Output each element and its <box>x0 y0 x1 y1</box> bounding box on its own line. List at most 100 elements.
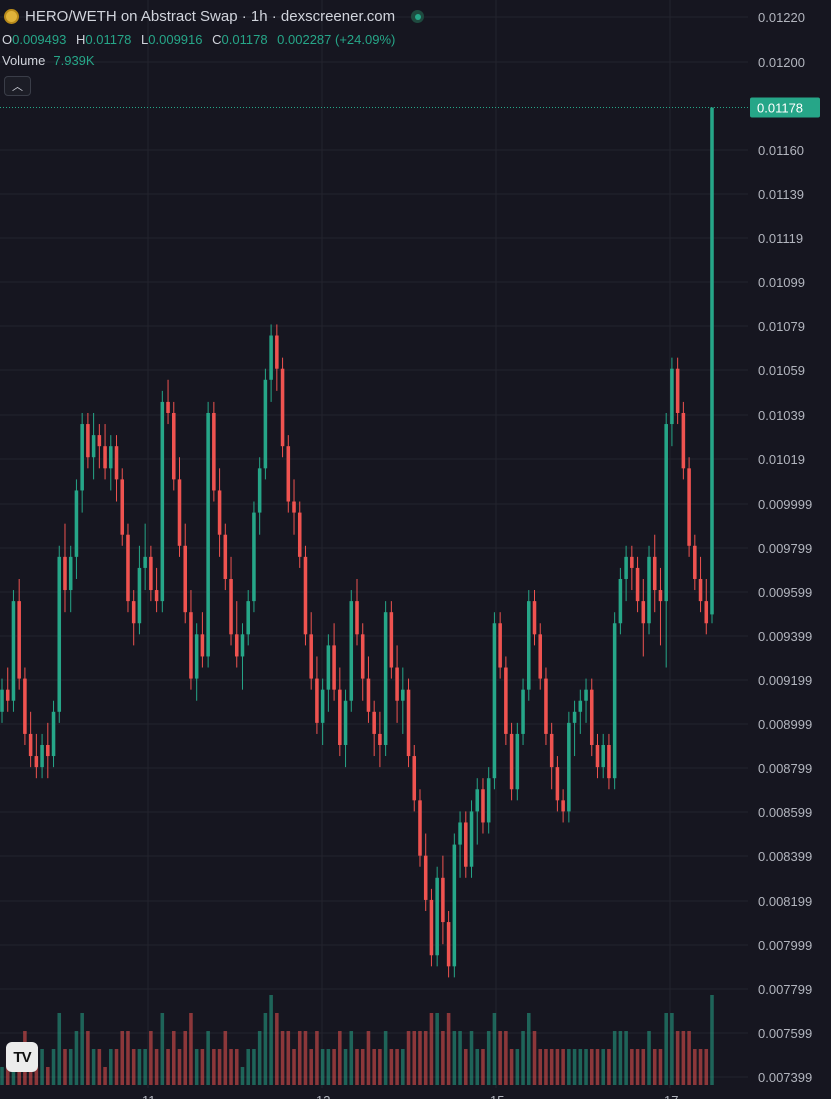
last-price-marker: 0.01178 <box>0 97 820 118</box>
price-axis[interactable]: 0.01220 0.01200 0.01160 0.01139 0.01119 0.010… <box>758 10 812 1085</box>
volume-bar <box>109 1049 113 1085</box>
volume-bar <box>189 1013 193 1085</box>
chart-title-row: HERO/WETH on Abstract Swap · 1h · dexscr… <box>4 8 425 25</box>
candle-body <box>360 634 365 679</box>
candle-body <box>446 922 451 967</box>
candle-body <box>589 689 594 745</box>
volume-bar <box>532 1031 537 1085</box>
candle-body <box>521 689 525 734</box>
candle-body <box>126 534 130 602</box>
time-tick-label: 15 <box>490 1093 504 1099</box>
candle-body <box>538 634 543 679</box>
volume-bar <box>526 1013 531 1085</box>
candle-body <box>28 733 33 757</box>
volume-bar <box>103 1067 107 1085</box>
volume-value: 7.939K <box>53 53 95 68</box>
candle-body <box>435 877 439 956</box>
candle-body <box>504 667 508 734</box>
candle-body <box>469 811 474 867</box>
volume-bar <box>171 1031 176 1085</box>
candle-body <box>561 800 565 812</box>
volume-bar <box>521 1031 525 1085</box>
volume-bar <box>257 1031 262 1085</box>
candle-body <box>618 578 623 624</box>
candle-body <box>555 767 560 801</box>
volume-bar <box>160 1013 165 1085</box>
candle-body <box>320 689 325 723</box>
ohlc-legend: O0.009493 H0.01178 L0.009916 C0.01178 0.… <box>2 32 401 47</box>
collapse-legend-button[interactable]: ︿ <box>4 76 31 96</box>
volume-bar <box>595 1049 600 1085</box>
volume-bar <box>612 1031 617 1085</box>
candle-body <box>441 877 445 923</box>
volume-bar <box>509 1049 514 1085</box>
volume-bar <box>303 1031 308 1085</box>
candle-body <box>486 778 491 823</box>
price-tick-label: 0.01139 <box>758 187 804 202</box>
volume-bar <box>475 1049 480 1085</box>
volume-bar <box>240 1067 245 1085</box>
volume-bar <box>641 1049 646 1085</box>
volume-bar <box>143 1049 147 1085</box>
candle-body <box>40 744 44 768</box>
volume-bar <box>624 1031 628 1085</box>
candle-body <box>578 700 583 712</box>
candle-body <box>80 424 84 491</box>
volume-bar <box>549 1049 554 1085</box>
volume-bar <box>687 1031 691 1085</box>
volume-bar <box>297 1031 302 1085</box>
volume-bar <box>286 1031 291 1085</box>
price-tick-label: 0.01039 <box>758 408 805 423</box>
volume-bar <box>681 1031 686 1085</box>
volume-bar <box>555 1049 560 1085</box>
chart-title: HERO/WETH on Abstract Swap · 1h · dexscr… <box>25 8 396 25</box>
volume-bar <box>607 1049 611 1085</box>
candle-body <box>183 545 188 613</box>
candle-body <box>326 645 331 690</box>
time-axis[interactable]: 11 13 15 17 <box>142 1093 678 1099</box>
volume-bar <box>401 1049 405 1085</box>
price-tick-label: 0.008199 <box>758 894 812 909</box>
volume-bar <box>538 1049 543 1085</box>
price-tick-label: 0.008599 <box>758 805 812 820</box>
volume-bars <box>0 995 714 1085</box>
open-value: 0.009493 <box>12 32 67 47</box>
candle-body <box>114 446 119 480</box>
candle-body <box>681 412 686 469</box>
price-tick-label: 0.01079 <box>758 319 805 334</box>
volume-bar <box>166 1049 170 1085</box>
price-tick-label: 0.01160 <box>758 143 804 158</box>
candle-body <box>481 789 485 823</box>
price-tick-label: 0.007599 <box>758 1026 812 1041</box>
price-tick-label: 0.008799 <box>758 761 812 776</box>
volume-bar <box>206 1031 210 1085</box>
candle-body <box>664 424 668 602</box>
candle-body <box>5 689 10 701</box>
candle-body <box>406 689 411 757</box>
volume-bar <box>63 1049 67 1085</box>
candle-body <box>698 578 703 602</box>
volume-bar <box>120 1031 125 1085</box>
volume-bar <box>504 1031 508 1085</box>
candle-body <box>280 368 285 447</box>
volume-bar <box>710 995 714 1085</box>
candle-body <box>240 634 245 657</box>
tradingview-logo[interactable]: TV <box>6 1042 38 1072</box>
price-tick-label: 0.01019 <box>758 452 805 467</box>
candle-body <box>515 733 520 790</box>
volume-bar <box>452 1031 457 1085</box>
candle-body <box>423 855 428 900</box>
volume-bar <box>578 1049 583 1085</box>
candle-body <box>389 612 394 668</box>
candle-body <box>355 601 359 635</box>
volume-bar <box>332 1049 336 1085</box>
volume-bar <box>429 1013 434 1085</box>
volume-bar <box>647 1031 651 1085</box>
candle-body <box>137 567 142 624</box>
volume-bar <box>355 1049 359 1085</box>
volume-bar <box>154 1049 159 1085</box>
volume-bar <box>584 1049 588 1085</box>
time-tick-label: 13 <box>316 1093 330 1099</box>
candle-body <box>395 667 399 701</box>
